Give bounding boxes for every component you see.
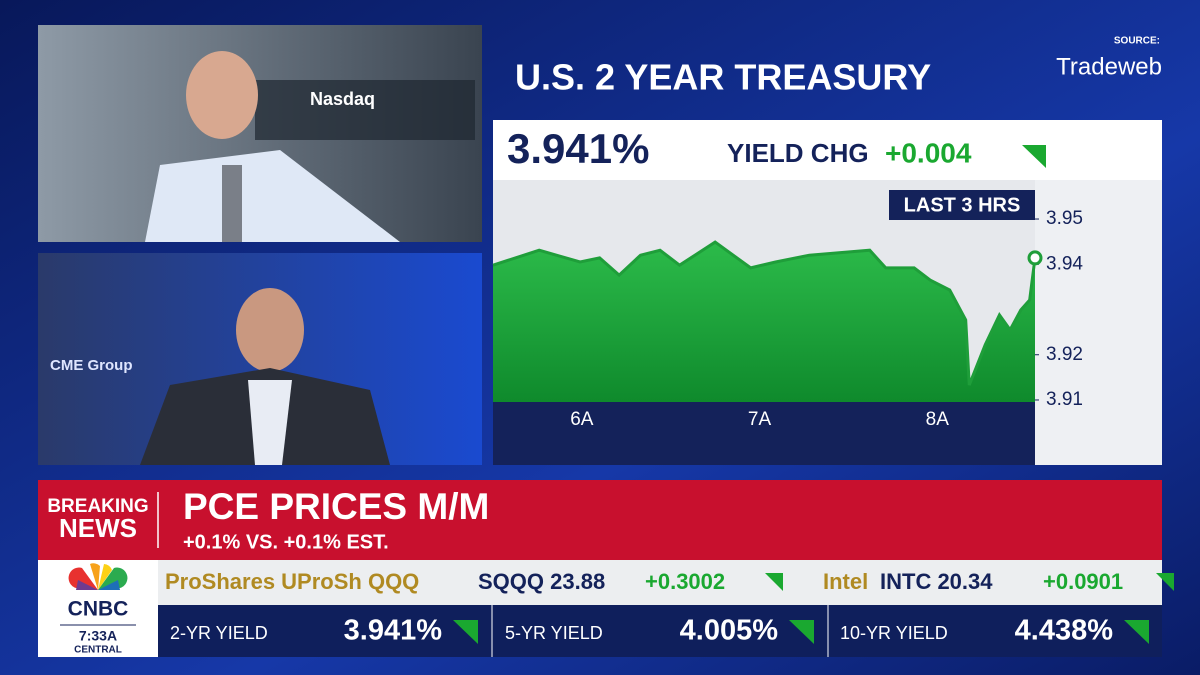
- ticker-quote: INTC 20.34: [880, 569, 993, 594]
- clock: 7:33A: [79, 628, 117, 644]
- y-tick-label: 3.95: [1046, 208, 1083, 229]
- studio-sign: Nasdaq: [310, 89, 375, 109]
- ticker-arrow: [765, 573, 783, 591]
- title: U.S. 2 YEAR TREASURY: [515, 57, 931, 98]
- anchor-head: [186, 51, 258, 139]
- source-label: SOURCE:: [1114, 36, 1160, 47]
- ticker-company: ProShares UProSh QQQ: [165, 569, 419, 594]
- yield-label: 5-YR YIELD: [505, 623, 603, 643]
- ticker-arrow: [1156, 573, 1174, 591]
- ticker-company: Intel: [823, 569, 868, 594]
- yield: 3.941%: [507, 125, 649, 172]
- source: Tradeweb: [1056, 53, 1162, 80]
- quote-panel: [493, 120, 1162, 180]
- yields-bar: [158, 605, 1162, 657]
- time-zone: CENTRAL: [74, 645, 122, 656]
- y-tick-label: 3.92: [1046, 344, 1083, 365]
- subhead: +0.1% VS. +0.1% EST.: [183, 531, 389, 553]
- x-axis-band: [493, 402, 1035, 465]
- breaking-tag: BREAKING: [47, 496, 148, 517]
- yield-value: 3.941%: [344, 615, 443, 647]
- breaking-banner: [38, 480, 1162, 560]
- y-tick-label: 3.91: [1046, 389, 1083, 410]
- wall-sign: CME Group: [50, 357, 133, 374]
- y-tick-label: 3.94: [1046, 253, 1083, 274]
- x-tick-label: 7A: [748, 409, 772, 430]
- x-tick-label: 8A: [926, 409, 950, 430]
- guest-head: [236, 288, 304, 372]
- yield-label: 2-YR YIELD: [170, 623, 268, 643]
- area: [493, 242, 1035, 402]
- x-tick-label: 6A: [570, 409, 594, 430]
- line: [492, 240, 1037, 386]
- yield-value: 4.005%: [680, 615, 779, 647]
- last-point: [1027, 250, 1043, 266]
- yield-value: 4.438%: [1015, 615, 1114, 647]
- headline: PCE PRICES M/M: [183, 486, 489, 527]
- yield-arrow: [789, 620, 814, 644]
- yield-label: 10-YR YIELD: [840, 623, 948, 643]
- peacock: [68, 563, 128, 590]
- news-tag: NEWS: [59, 513, 137, 543]
- yield-arrow: [1124, 620, 1149, 644]
- range-box: [889, 190, 1035, 220]
- yield-change-label: YIELD CHG: [727, 138, 869, 168]
- change-arrow: [1022, 145, 1046, 168]
- yield-change: +0.004: [885, 137, 972, 168]
- ticker-bar: [158, 560, 1162, 605]
- anchor-shirt: [145, 150, 400, 242]
- y-axis-panel: [1035, 180, 1162, 465]
- range-label: LAST 3 HRS: [904, 194, 1021, 216]
- guest-shirt: [248, 380, 292, 465]
- yield-arrow: [453, 620, 478, 644]
- ticker-quote: SQQQ 23.88: [478, 569, 605, 594]
- anchor-tie: [222, 165, 242, 242]
- ticker-change: +0.0901: [1043, 569, 1123, 594]
- ticker-change: +0.3002: [645, 569, 725, 594]
- studio-sign-bg: [255, 80, 475, 140]
- network-logo: CNBC: [68, 598, 129, 621]
